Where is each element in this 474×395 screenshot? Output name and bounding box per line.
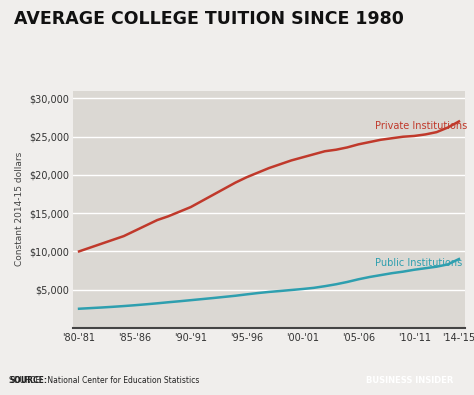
Text: SOURCE:: SOURCE: bbox=[9, 376, 47, 385]
Y-axis label: Constant 2014-15 dollars: Constant 2014-15 dollars bbox=[15, 152, 24, 267]
Text: AVERAGE COLLEGE TUITION SINCE 1980: AVERAGE COLLEGE TUITION SINCE 1980 bbox=[14, 10, 404, 28]
Text: SOURCE:  National Center for Education Statistics: SOURCE: National Center for Education St… bbox=[9, 376, 200, 385]
Text: Private Institutions: Private Institutions bbox=[375, 120, 467, 131]
Text: BUSINESS INSIDER: BUSINESS INSIDER bbox=[366, 376, 454, 385]
Text: Public Institutions: Public Institutions bbox=[375, 258, 463, 268]
